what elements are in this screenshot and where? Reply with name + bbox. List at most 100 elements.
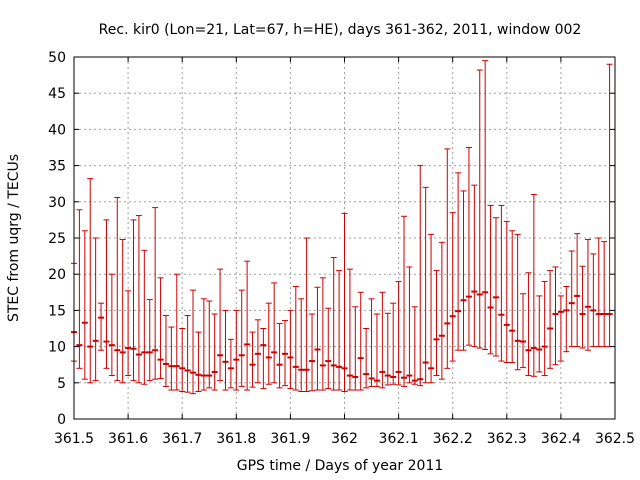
error-bar xyxy=(336,270,343,391)
error-bar xyxy=(563,286,570,353)
error-bar xyxy=(130,219,137,382)
y-tick-label: 45 xyxy=(48,86,66,102)
error-bar xyxy=(227,338,234,389)
y-tick-label: 10 xyxy=(48,340,66,356)
error-bar xyxy=(265,302,272,385)
error-bar xyxy=(276,322,283,389)
error-bar xyxy=(395,280,402,386)
x-tick-label: 361.5 xyxy=(54,431,94,447)
error-bar xyxy=(125,290,132,377)
error-bar xyxy=(422,186,429,384)
x-tick-label: 361.8 xyxy=(216,431,256,447)
error-bar xyxy=(119,238,126,384)
chart-title: Rec. kir0 (Lon=21, Lat=67, h=HE), days 3… xyxy=(99,22,582,38)
error-bar xyxy=(536,295,543,373)
error-bar xyxy=(487,204,494,355)
error-bar xyxy=(222,309,229,391)
error-bar xyxy=(357,291,364,391)
error-bar xyxy=(173,273,180,391)
error-bar xyxy=(471,184,478,348)
error-bar xyxy=(590,253,597,348)
error-bar xyxy=(363,328,370,389)
error-bar xyxy=(438,241,445,380)
error-bar xyxy=(406,266,413,384)
y-tick-label: 20 xyxy=(48,267,66,283)
error-bar xyxy=(368,298,375,387)
x-tick-label: 362.5 xyxy=(595,431,635,447)
error-bar xyxy=(114,196,121,382)
error-bar xyxy=(606,63,613,348)
error-bar xyxy=(168,326,175,391)
error-bar xyxy=(465,147,472,346)
error-bar xyxy=(557,295,564,362)
error-bar xyxy=(455,172,462,351)
x-axis-label: GPS time / Days of year 2011 xyxy=(237,458,444,474)
error-bar xyxy=(346,268,353,391)
error-bar xyxy=(179,328,186,392)
y-tick-label: 25 xyxy=(48,231,66,247)
error-bar xyxy=(541,280,548,377)
error-bar xyxy=(547,270,554,369)
x-tick-label: 362.3 xyxy=(487,431,527,447)
error-bar xyxy=(379,291,386,389)
error-bar xyxy=(444,148,451,369)
error-bar xyxy=(244,260,251,391)
error-bar xyxy=(584,238,591,351)
error-bar xyxy=(390,302,397,385)
y-axis-label: STEC from uqrg / TECUs xyxy=(6,154,22,322)
x-tick-label: 361.7 xyxy=(162,431,202,447)
error-bar xyxy=(108,273,115,377)
error-bar xyxy=(352,306,359,391)
x-tick-label: 362.1 xyxy=(379,431,419,447)
x-tick-label: 362 xyxy=(331,431,358,447)
error-bar xyxy=(601,241,608,348)
y-tick-label: 5 xyxy=(57,376,66,392)
error-bar xyxy=(330,257,337,391)
error-bar xyxy=(411,306,418,385)
error-bar xyxy=(76,209,83,369)
error-bar xyxy=(498,204,505,362)
error-bar xyxy=(162,314,169,387)
error-bar xyxy=(81,230,88,380)
ticks xyxy=(73,56,616,420)
error-bar xyxy=(146,299,153,382)
error-bar xyxy=(254,319,261,384)
y-tick-label: 0 xyxy=(57,412,66,428)
error-bar xyxy=(449,212,456,362)
error-bar xyxy=(152,207,159,380)
y-tick-label: 50 xyxy=(48,50,66,66)
error-bar xyxy=(384,312,391,386)
error-bar xyxy=(292,286,299,391)
error-bar xyxy=(319,277,326,391)
error-bar xyxy=(157,277,164,379)
error-bar xyxy=(325,307,332,390)
error-bar xyxy=(206,300,213,389)
error-bar xyxy=(579,265,586,349)
error-bar xyxy=(525,272,532,377)
error-bar xyxy=(281,320,288,387)
error-bar xyxy=(503,220,510,364)
error-bar xyxy=(103,219,110,369)
error-bar xyxy=(595,237,602,348)
error-bar xyxy=(314,286,321,391)
error-bar xyxy=(87,178,94,384)
error-bar xyxy=(514,233,521,371)
error-bar xyxy=(195,331,202,392)
error-bar xyxy=(184,314,191,393)
error-bar xyxy=(417,165,424,387)
error-bar xyxy=(433,270,440,377)
x-tick-labels: 361.5 361.6 361.7 361.8 361.9 362 362.1 362.2 36… xyxy=(54,431,635,447)
error-bar xyxy=(92,237,99,382)
error-bar xyxy=(233,309,240,391)
error-bar xyxy=(309,313,316,392)
error-bar xyxy=(568,250,575,348)
y-tick-label: 35 xyxy=(48,159,66,175)
x-tick-label: 361.6 xyxy=(108,431,148,447)
x-tick-label: 362.4 xyxy=(541,431,581,447)
error-bar xyxy=(574,233,581,348)
error-bar xyxy=(460,190,467,351)
error-bar xyxy=(238,289,245,387)
error-bar xyxy=(98,302,105,351)
error-bar xyxy=(190,289,197,395)
